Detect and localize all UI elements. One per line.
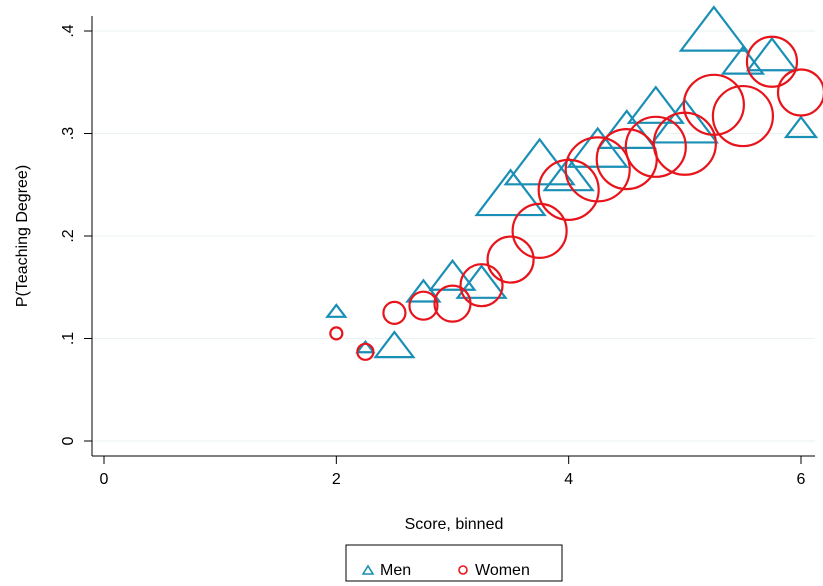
men-point xyxy=(745,36,799,72)
women-point xyxy=(433,284,472,323)
legend-women-circle-icon xyxy=(458,565,468,575)
x-tick-label: 0 xyxy=(100,471,109,488)
legend-men-triangle-icon xyxy=(361,564,375,575)
women-point xyxy=(329,326,344,341)
x-ticks: 0 2 4 6 xyxy=(100,456,806,488)
legend: Men Women xyxy=(345,544,563,582)
women-point xyxy=(356,342,375,361)
y-tick-label: .2 xyxy=(60,229,77,242)
women-point xyxy=(486,235,535,284)
y-tick-label: .3 xyxy=(60,127,77,140)
women-point xyxy=(408,290,439,321)
x-tick-label: 2 xyxy=(332,471,341,488)
x-tick-label: 4 xyxy=(564,471,573,488)
women-point xyxy=(459,263,504,308)
men-point xyxy=(325,303,348,318)
men-point xyxy=(474,168,547,217)
y-tick-label: .1 xyxy=(60,332,77,345)
women-point xyxy=(624,115,687,178)
men-point xyxy=(373,330,416,359)
women-point xyxy=(711,84,775,148)
y-ticks: 0 .1 .2 .3 .4 xyxy=(60,24,92,445)
y-tick-label: .4 xyxy=(60,24,77,37)
data-points xyxy=(325,5,823,361)
women-point xyxy=(537,158,600,221)
men-point xyxy=(720,45,766,75)
women-point xyxy=(564,136,631,203)
women-point xyxy=(745,35,799,88)
women-point xyxy=(682,73,745,136)
x-tick-label: 6 xyxy=(797,471,806,488)
y-tick-label: 0 xyxy=(60,436,77,445)
men-point xyxy=(405,278,442,303)
women-point xyxy=(511,202,568,259)
women-point xyxy=(776,68,823,117)
legend-men-label: Men xyxy=(380,562,411,579)
y-axis-title: P(Teaching Degree) xyxy=(14,165,31,307)
x-axis-title: Score, binned xyxy=(405,516,504,533)
legend-box xyxy=(345,544,563,582)
men-point xyxy=(783,115,819,139)
legend-women-label: Women xyxy=(475,562,530,579)
men-point xyxy=(455,264,508,299)
series-women xyxy=(329,35,823,361)
women-point xyxy=(382,300,407,325)
men-point xyxy=(626,85,686,124)
men-point xyxy=(542,156,595,192)
gridlines xyxy=(92,30,815,442)
men-point xyxy=(355,339,376,354)
men-point xyxy=(678,5,750,52)
